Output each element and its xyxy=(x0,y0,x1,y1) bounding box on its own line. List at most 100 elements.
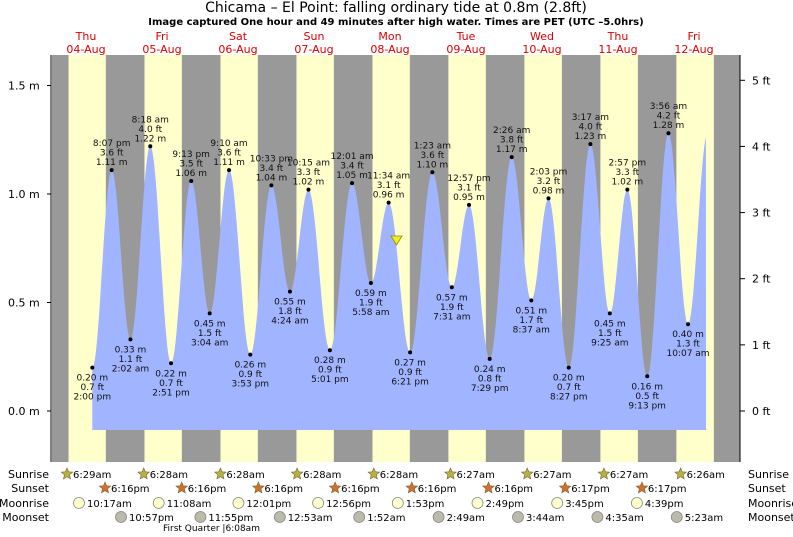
high-tide-label: 1.04 m xyxy=(256,173,288,183)
moonset-icon xyxy=(670,511,683,523)
low-tide-label: 1.9 ft xyxy=(440,303,464,313)
low-tide-label: 5:58 am xyxy=(352,308,389,318)
extreme-point xyxy=(430,170,435,175)
sunrise-icon xyxy=(213,467,227,480)
day-name-label: Thu xyxy=(75,30,97,43)
sunrise-time: 6:27am xyxy=(457,470,495,481)
high-tide-label: 0.98 m xyxy=(533,186,565,196)
day-name-label: Wed xyxy=(530,30,554,43)
extreme-point xyxy=(248,352,253,357)
low-tide-label: 0.33 m xyxy=(115,345,147,355)
high-tide-label: 9:10 am xyxy=(210,139,247,149)
moon-phase-label: First Quarter |6:08am xyxy=(163,524,260,534)
sunrise-icon xyxy=(367,467,381,480)
extreme-point xyxy=(546,196,551,201)
low-tide-label: 0.27 m xyxy=(394,358,426,368)
extreme-point xyxy=(287,289,292,294)
moonset-time: 1:52am xyxy=(367,513,405,524)
low-tide-label: 1.3 ft xyxy=(676,340,700,350)
low-tide-label: 10:07 am xyxy=(666,349,709,359)
extreme-point xyxy=(566,365,571,370)
high-tide-label: 10:15 am xyxy=(287,159,330,169)
day-date-label: 08-Aug xyxy=(370,43,409,56)
sunrise-time: 6:27am xyxy=(610,470,648,481)
moonset-icon xyxy=(591,511,604,523)
low-tide-label: 0.8 ft xyxy=(478,374,502,384)
low-tide-label: 0.20 m xyxy=(76,374,108,384)
high-tide-label: 2:57 pm xyxy=(609,159,647,169)
extreme-point xyxy=(645,374,650,379)
low-tide-label: 0.9 ft xyxy=(318,366,342,376)
high-tide-label: 2:03 pm xyxy=(530,167,568,177)
extreme-point xyxy=(306,187,311,192)
sunrise-time: 6:28am xyxy=(150,470,188,481)
day-date-label: 09-Aug xyxy=(446,43,485,56)
low-tide-label: 0.7 ft xyxy=(80,383,104,393)
high-tide-label: 3:17 am xyxy=(572,113,609,123)
moonrise-time: 3:45pm xyxy=(565,499,604,510)
extreme-point xyxy=(666,131,671,136)
extreme-point xyxy=(386,200,391,205)
low-tide-label: 0.28 m xyxy=(314,356,346,366)
right-tick-label: 2 ft xyxy=(752,273,771,286)
high-tide-label: 3.6 ft xyxy=(100,149,124,159)
extreme-point xyxy=(625,187,630,192)
day-date-label: 07-Aug xyxy=(294,43,333,56)
sunset-icon xyxy=(482,481,495,494)
extreme-point xyxy=(350,181,355,186)
chart-title: Chicama – El Point: falling ordinary tid… xyxy=(205,0,587,16)
day-name-label: Mon xyxy=(378,30,401,43)
high-tide-label: 8:18 am xyxy=(132,115,169,125)
moonrise-row-label: Moonrise xyxy=(0,497,49,510)
low-tide-label: 8:27 pm xyxy=(550,393,588,403)
extreme-point xyxy=(109,168,114,173)
moonrise-icon xyxy=(73,497,85,509)
low-tide-label: 0.45 m xyxy=(194,319,226,329)
left-tick-label: 1.5 m xyxy=(8,80,40,93)
low-tide-label: 0.20 m xyxy=(553,374,585,384)
extreme-point xyxy=(529,298,534,303)
high-tide-label: 1.05 m xyxy=(336,171,368,181)
moonset-icon xyxy=(512,511,524,523)
extreme-point xyxy=(588,142,593,147)
moonset-time: 5:23am xyxy=(685,513,723,524)
right-tick-label: 0 ft xyxy=(752,405,771,418)
low-tide-label: 2:02 am xyxy=(112,364,149,374)
high-tide-label: 2:26 am xyxy=(493,126,530,136)
high-tide-label: 0.96 m xyxy=(373,191,405,201)
extreme-point xyxy=(408,350,413,355)
high-tide-label: 4.0 ft xyxy=(579,123,603,133)
moonrise-time: 11:08am xyxy=(167,499,212,510)
high-tide-label: 3.6 ft xyxy=(217,149,241,159)
left-tick-label: 0.5 m xyxy=(8,297,40,310)
extreme-point xyxy=(449,285,454,290)
day-name-label: Fri xyxy=(687,30,700,43)
sunset-icon xyxy=(635,481,649,494)
low-tide-label: 2:51 pm xyxy=(152,388,190,398)
moonrise-time: 2:49pm xyxy=(486,499,525,510)
high-tide-label: 1.10 m xyxy=(417,160,449,170)
moonrise-icon xyxy=(471,497,484,509)
low-tide-label: 9:25 am xyxy=(591,338,628,348)
moonset-time: 3:44am xyxy=(526,513,564,524)
extreme-point xyxy=(368,280,373,285)
low-tide-label: 1.1 ft xyxy=(119,355,143,365)
sunrise-time: 6:28am xyxy=(226,470,264,481)
high-tide-label: 3.3 ft xyxy=(297,168,321,178)
low-tide-label: 1.9 ft xyxy=(359,298,383,308)
extreme-point xyxy=(487,356,492,361)
high-tide-label: 1.22 m xyxy=(134,134,166,144)
low-tide-label: 1.8 ft xyxy=(278,307,302,317)
sunset-icon xyxy=(405,481,419,494)
low-tide-label: 6:21 pm xyxy=(391,377,429,387)
sunrise-icon xyxy=(444,467,457,480)
sunrise-time: 6:28am xyxy=(303,470,341,481)
low-tide-label: 0.24 m xyxy=(474,365,506,375)
low-tide-label: 1.5 ft xyxy=(198,329,222,339)
extreme-point xyxy=(169,361,174,366)
extreme-point xyxy=(686,322,691,327)
moonset-icon xyxy=(273,511,286,523)
low-tide-label: 0.9 ft xyxy=(398,368,422,378)
